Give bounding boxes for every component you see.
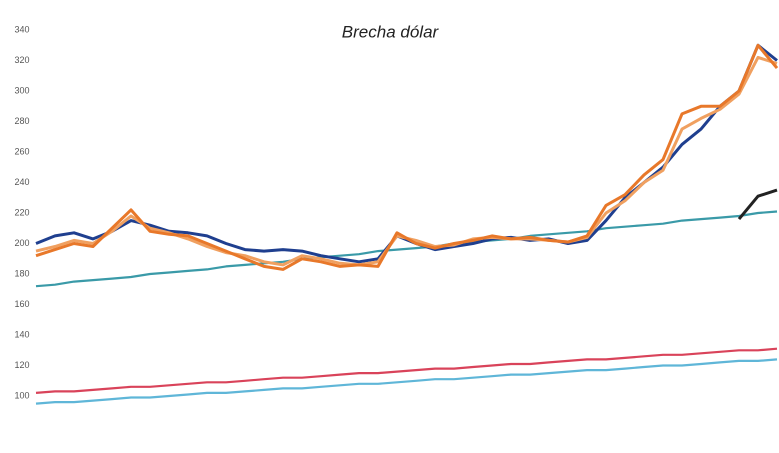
series-line: [35, 55, 778, 267]
y-tick-label: 300: [14, 85, 29, 95]
y-tick-label: 180: [14, 268, 29, 278]
y-tick-label: 340: [14, 24, 29, 34]
y-tick-label: 160: [14, 299, 29, 309]
series-line: [35, 43, 779, 271]
y-tick-label: 320: [14, 55, 29, 65]
y-tick-label: 240: [14, 177, 29, 187]
chart-title: Brecha dólar: [342, 22, 440, 41]
series-line: [35, 358, 778, 405]
y-tick-label: 280: [14, 116, 29, 126]
y-tick-label: 220: [14, 207, 29, 217]
y-tick-label: 120: [14, 360, 29, 370]
series-line: [35, 347, 778, 394]
y-tick-label: 100: [14, 390, 29, 400]
y-tick-label: 140: [14, 329, 29, 339]
series-line: [35, 210, 778, 288]
y-tick-label: 200: [14, 238, 29, 248]
y-tick-label: 260: [14, 146, 29, 156]
series-line: [737, 188, 778, 221]
